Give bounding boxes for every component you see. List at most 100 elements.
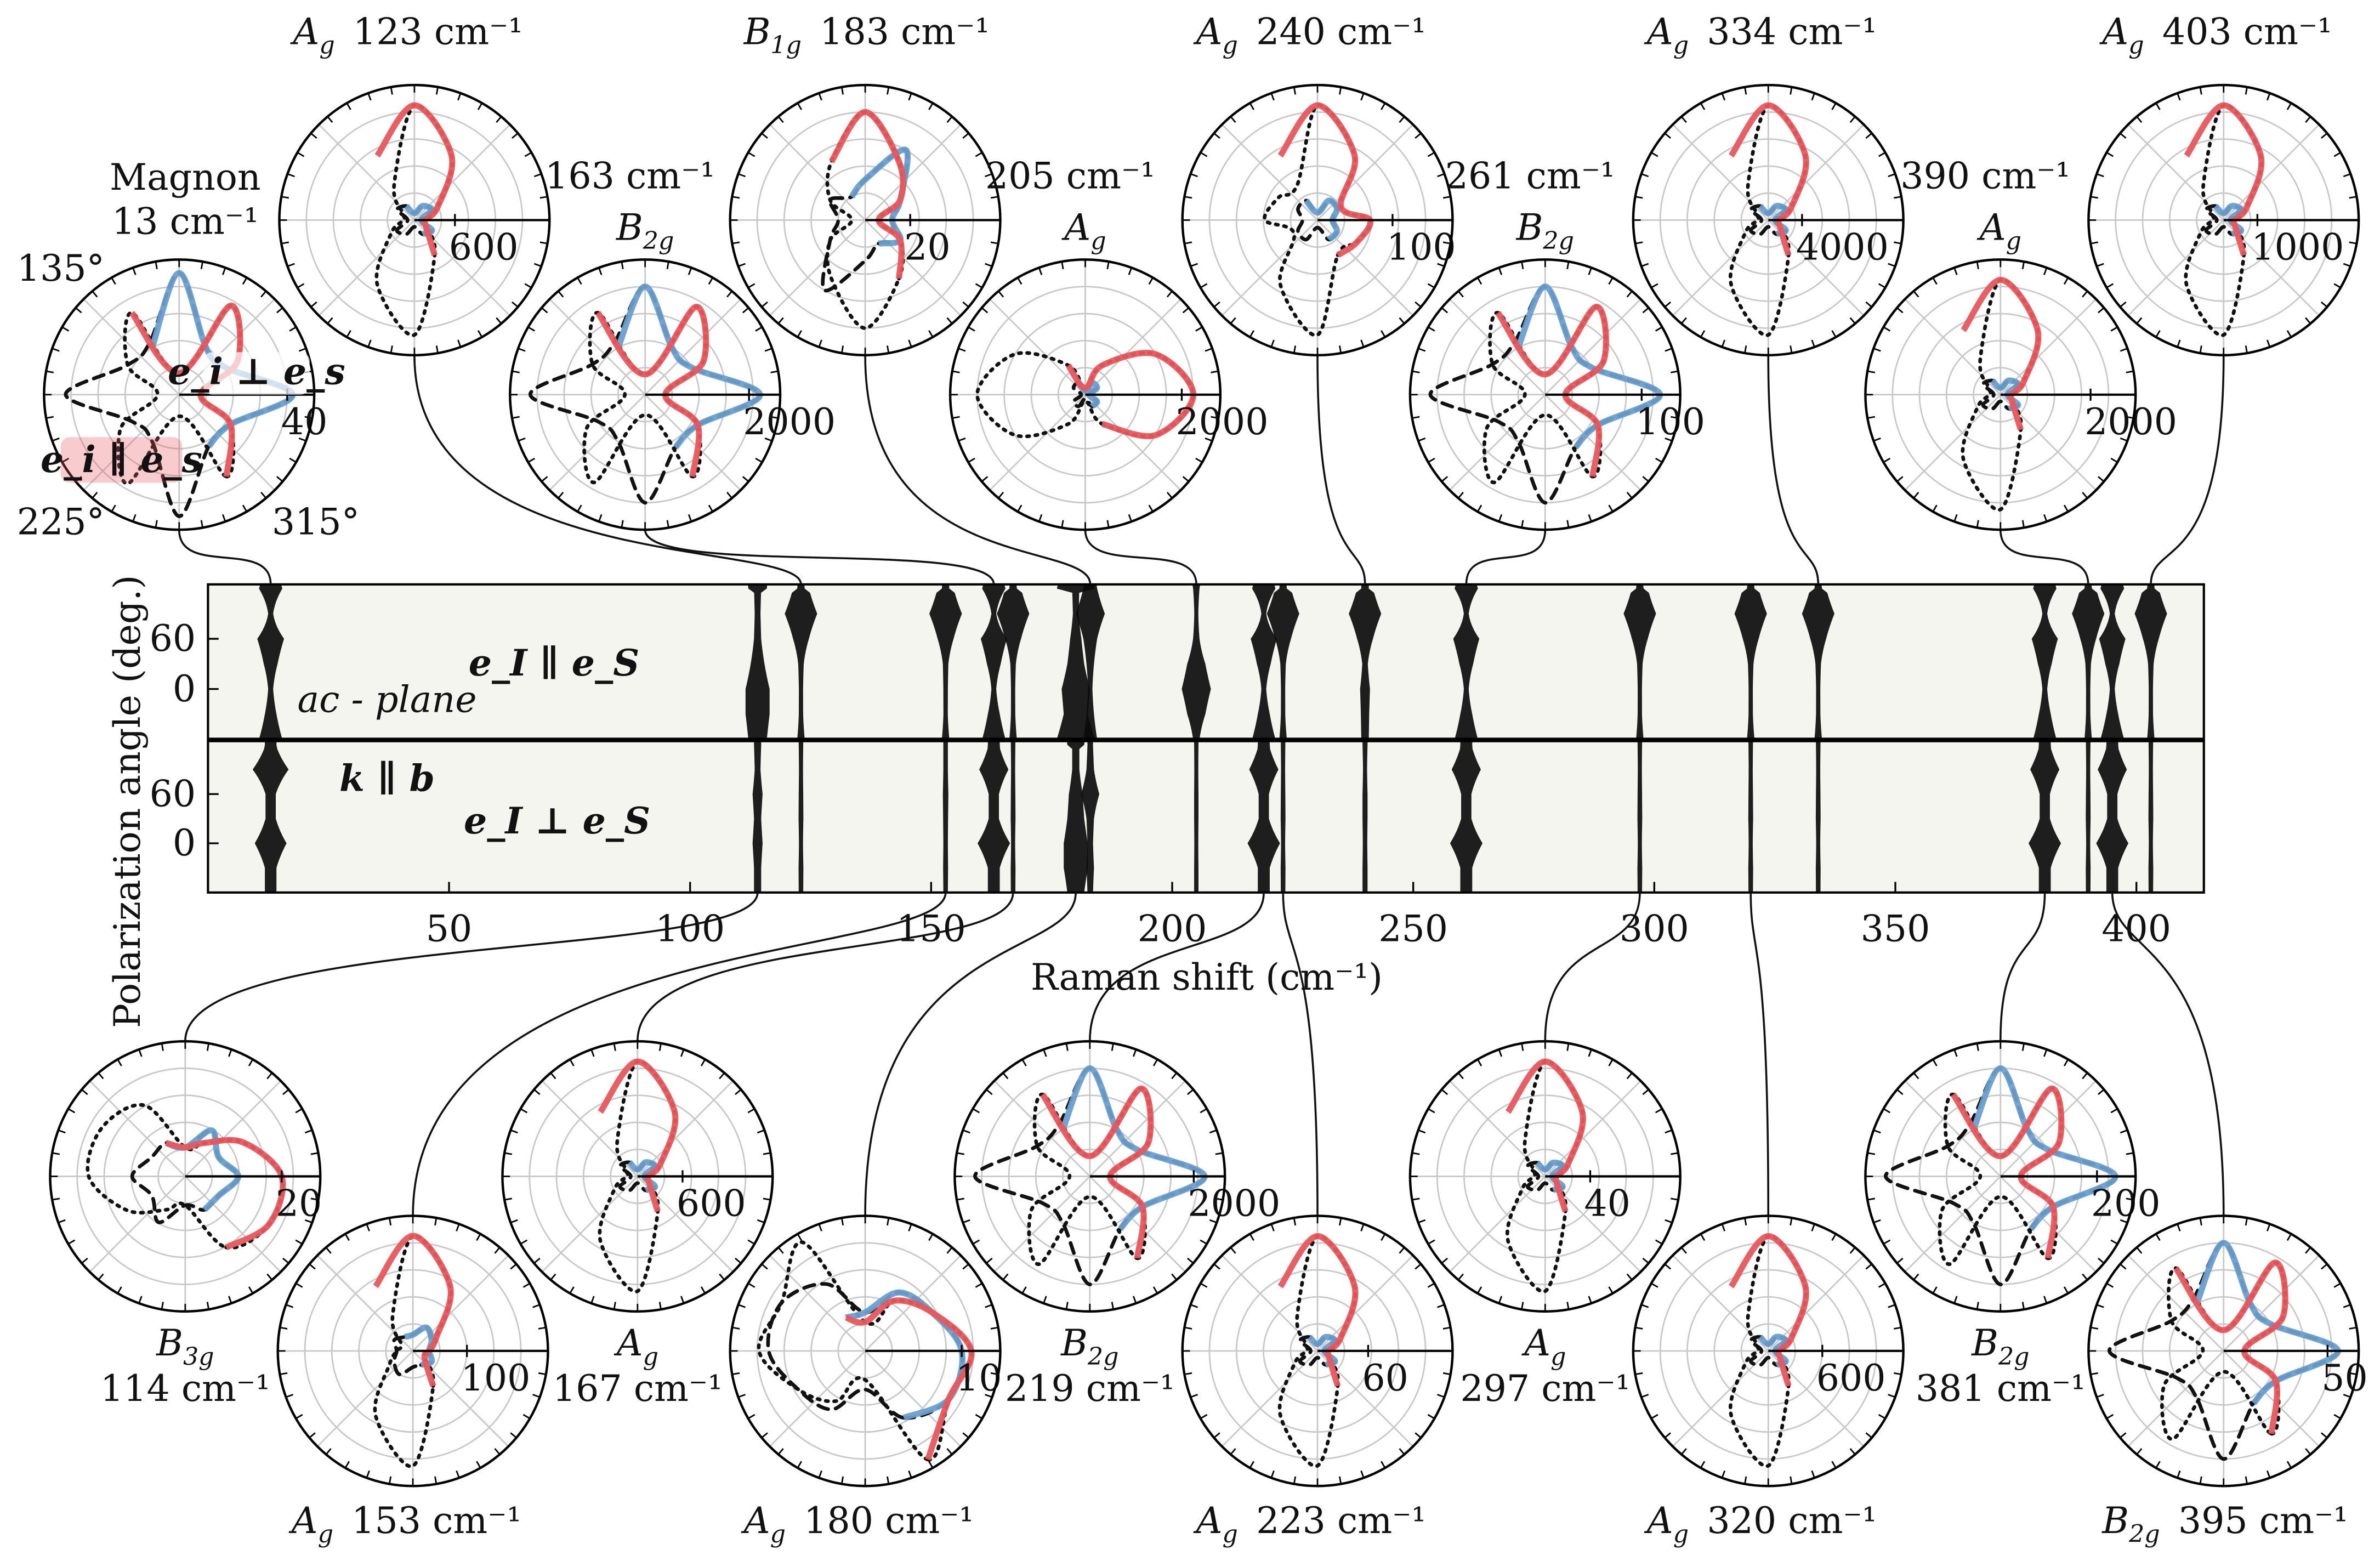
polar-edge-tick bbox=[1878, 283, 1886, 288]
connector bbox=[1750, 892, 1770, 1216]
polar-edge-tick bbox=[761, 1432, 768, 1439]
mode-subscript: 2g bbox=[2128, 1520, 2160, 1548]
polar-plot: 600 bbox=[278, 83, 551, 357]
polar-spoke bbox=[1089, 1080, 1186, 1177]
polar-edge-tick bbox=[1230, 116, 1236, 123]
polar-edge-tick bbox=[325, 1448, 332, 1455]
polar-edge-tick bbox=[295, 1108, 303, 1114]
polar-edge-tick bbox=[1680, 1247, 1687, 1254]
connector bbox=[412, 892, 947, 1216]
polar-plot: 2000 bbox=[1864, 258, 2177, 531]
polar-edge-tick bbox=[998, 291, 1004, 298]
polar-edge-tick bbox=[539, 196, 548, 199]
polar-edge-tick bbox=[1428, 457, 1435, 463]
polar-edge-tick bbox=[2305, 1448, 2311, 1455]
polar-edge-tick bbox=[1811, 339, 1815, 348]
mode-subscript: 3g bbox=[183, 1343, 214, 1371]
polar-edge-tick bbox=[680, 1296, 685, 1304]
heatmap-panel bbox=[208, 584, 2204, 740]
polar-edge-tick bbox=[512, 370, 520, 373]
polar-spoke bbox=[1672, 1350, 1769, 1448]
polar-edge-tick bbox=[1442, 1326, 1451, 1330]
heatmap-band bbox=[252, 740, 289, 893]
mode-label: B1g 183 cm⁻¹ bbox=[743, 10, 990, 59]
polar-edge-tick bbox=[242, 504, 248, 512]
polar-data-parallel bbox=[1961, 276, 2042, 431]
polar-edge-tick bbox=[887, 1217, 890, 1226]
polar-edge-tick bbox=[1635, 1326, 1643, 1330]
polar-edge-tick bbox=[2096, 263, 2104, 267]
heatmap-band bbox=[2134, 584, 2167, 740]
polar-edge-tick bbox=[1867, 1197, 1876, 1201]
polar-edge-tick bbox=[2245, 345, 2248, 354]
polar-edge-tick bbox=[298, 348, 306, 352]
polar-edge-tick bbox=[1680, 1448, 1687, 1455]
polar-edge-tick bbox=[1211, 416, 1219, 419]
polar-plot: 100 bbox=[276, 1214, 549, 1488]
polar-edge-tick bbox=[512, 132, 519, 139]
polar-edge-tick bbox=[2096, 173, 2104, 178]
polar-spoke bbox=[89, 1080, 186, 1177]
polar-edge-tick bbox=[732, 1372, 740, 1376]
polar-edge-tick bbox=[1182, 307, 1190, 314]
polar-data-perpendicular bbox=[627, 1159, 658, 1194]
radial-tick-label: 40 bbox=[1584, 1182, 1631, 1224]
connector bbox=[2000, 892, 2046, 1042]
heatmap-band bbox=[1734, 584, 1767, 740]
polar-plot: 200 bbox=[1864, 1040, 2161, 1313]
polar-edge-tick bbox=[304, 1129, 313, 1134]
polar-edge-tick bbox=[1293, 87, 1297, 95]
mode-label: Ag bbox=[1521, 1321, 1566, 1371]
polar-spoke bbox=[318, 219, 415, 316]
heatmap-panel bbox=[208, 740, 2204, 893]
polar-edge-tick bbox=[2286, 103, 2292, 110]
polar-edge-tick bbox=[2136, 317, 2143, 325]
polar-edge-tick bbox=[2106, 283, 2114, 288]
polar-edge-tick bbox=[732, 1326, 740, 1330]
polar-edge-tick bbox=[494, 1448, 501, 1455]
connector bbox=[1316, 355, 1366, 584]
polar-edge-tick bbox=[1888, 1394, 1896, 1398]
polar-edge-tick bbox=[1635, 1372, 1643, 1376]
polar-edge-tick bbox=[2043, 514, 2048, 522]
polar-edge-tick bbox=[1744, 1217, 1747, 1226]
polar-edge-tick bbox=[558, 492, 564, 499]
polar-plot: 100 bbox=[1181, 83, 1456, 357]
polar-data-perpendicular bbox=[1970, 1065, 2118, 1231]
polar-edge-tick bbox=[2155, 330, 2161, 338]
polar-edge-tick bbox=[1412, 1197, 1420, 1201]
polar-edge-tick bbox=[1457, 1273, 1464, 1281]
shift-label: 123 cm⁻¹ bbox=[353, 10, 523, 53]
polar-edge-tick bbox=[2266, 1223, 2271, 1231]
polar-edge-tick bbox=[2082, 492, 2088, 499]
polar-edge-tick bbox=[2349, 1326, 2357, 1330]
polar-edge-tick bbox=[981, 476, 989, 483]
x-tick-label: 350 bbox=[1861, 907, 1930, 950]
polar-plot: 50 bbox=[2087, 1214, 2368, 1488]
polar-edge-tick bbox=[726, 492, 733, 499]
polar-edge-tick bbox=[1867, 1152, 1876, 1155]
polar-edge-tick bbox=[887, 1476, 890, 1484]
heatmap-band bbox=[257, 584, 285, 740]
polar-edge-tick bbox=[1888, 173, 1896, 178]
polar-data-perpendicular bbox=[1304, 197, 1340, 242]
polar-edge-tick bbox=[92, 291, 98, 298]
polar-frame bbox=[1408, 258, 1682, 531]
polar-edge-tick bbox=[1873, 438, 1881, 442]
mode-label: B2g bbox=[1971, 1321, 2029, 1371]
radial-tick-label: 600 bbox=[677, 1182, 746, 1224]
connector bbox=[1084, 530, 1197, 584]
polar-edge-tick bbox=[666, 261, 669, 270]
mode-symbol: A bbox=[1061, 206, 1090, 248]
radial-tick-label: 100 bbox=[461, 1356, 531, 1399]
polar-edge-tick bbox=[456, 1470, 460, 1478]
shift-label: 219 cm⁻¹ bbox=[1005, 1367, 1175, 1410]
polar-edge-tick bbox=[747, 283, 756, 288]
polar-edge-tick bbox=[520, 1108, 528, 1114]
heatmap-band bbox=[1450, 740, 1482, 893]
polar-edge-tick bbox=[1932, 1286, 1938, 1294]
polar-edge-tick bbox=[1038, 514, 1043, 522]
polar-edge-tick bbox=[1061, 261, 1064, 270]
polar-edge-tick bbox=[2126, 1152, 2134, 1155]
polar-edge-tick bbox=[1187, 1089, 1194, 1095]
